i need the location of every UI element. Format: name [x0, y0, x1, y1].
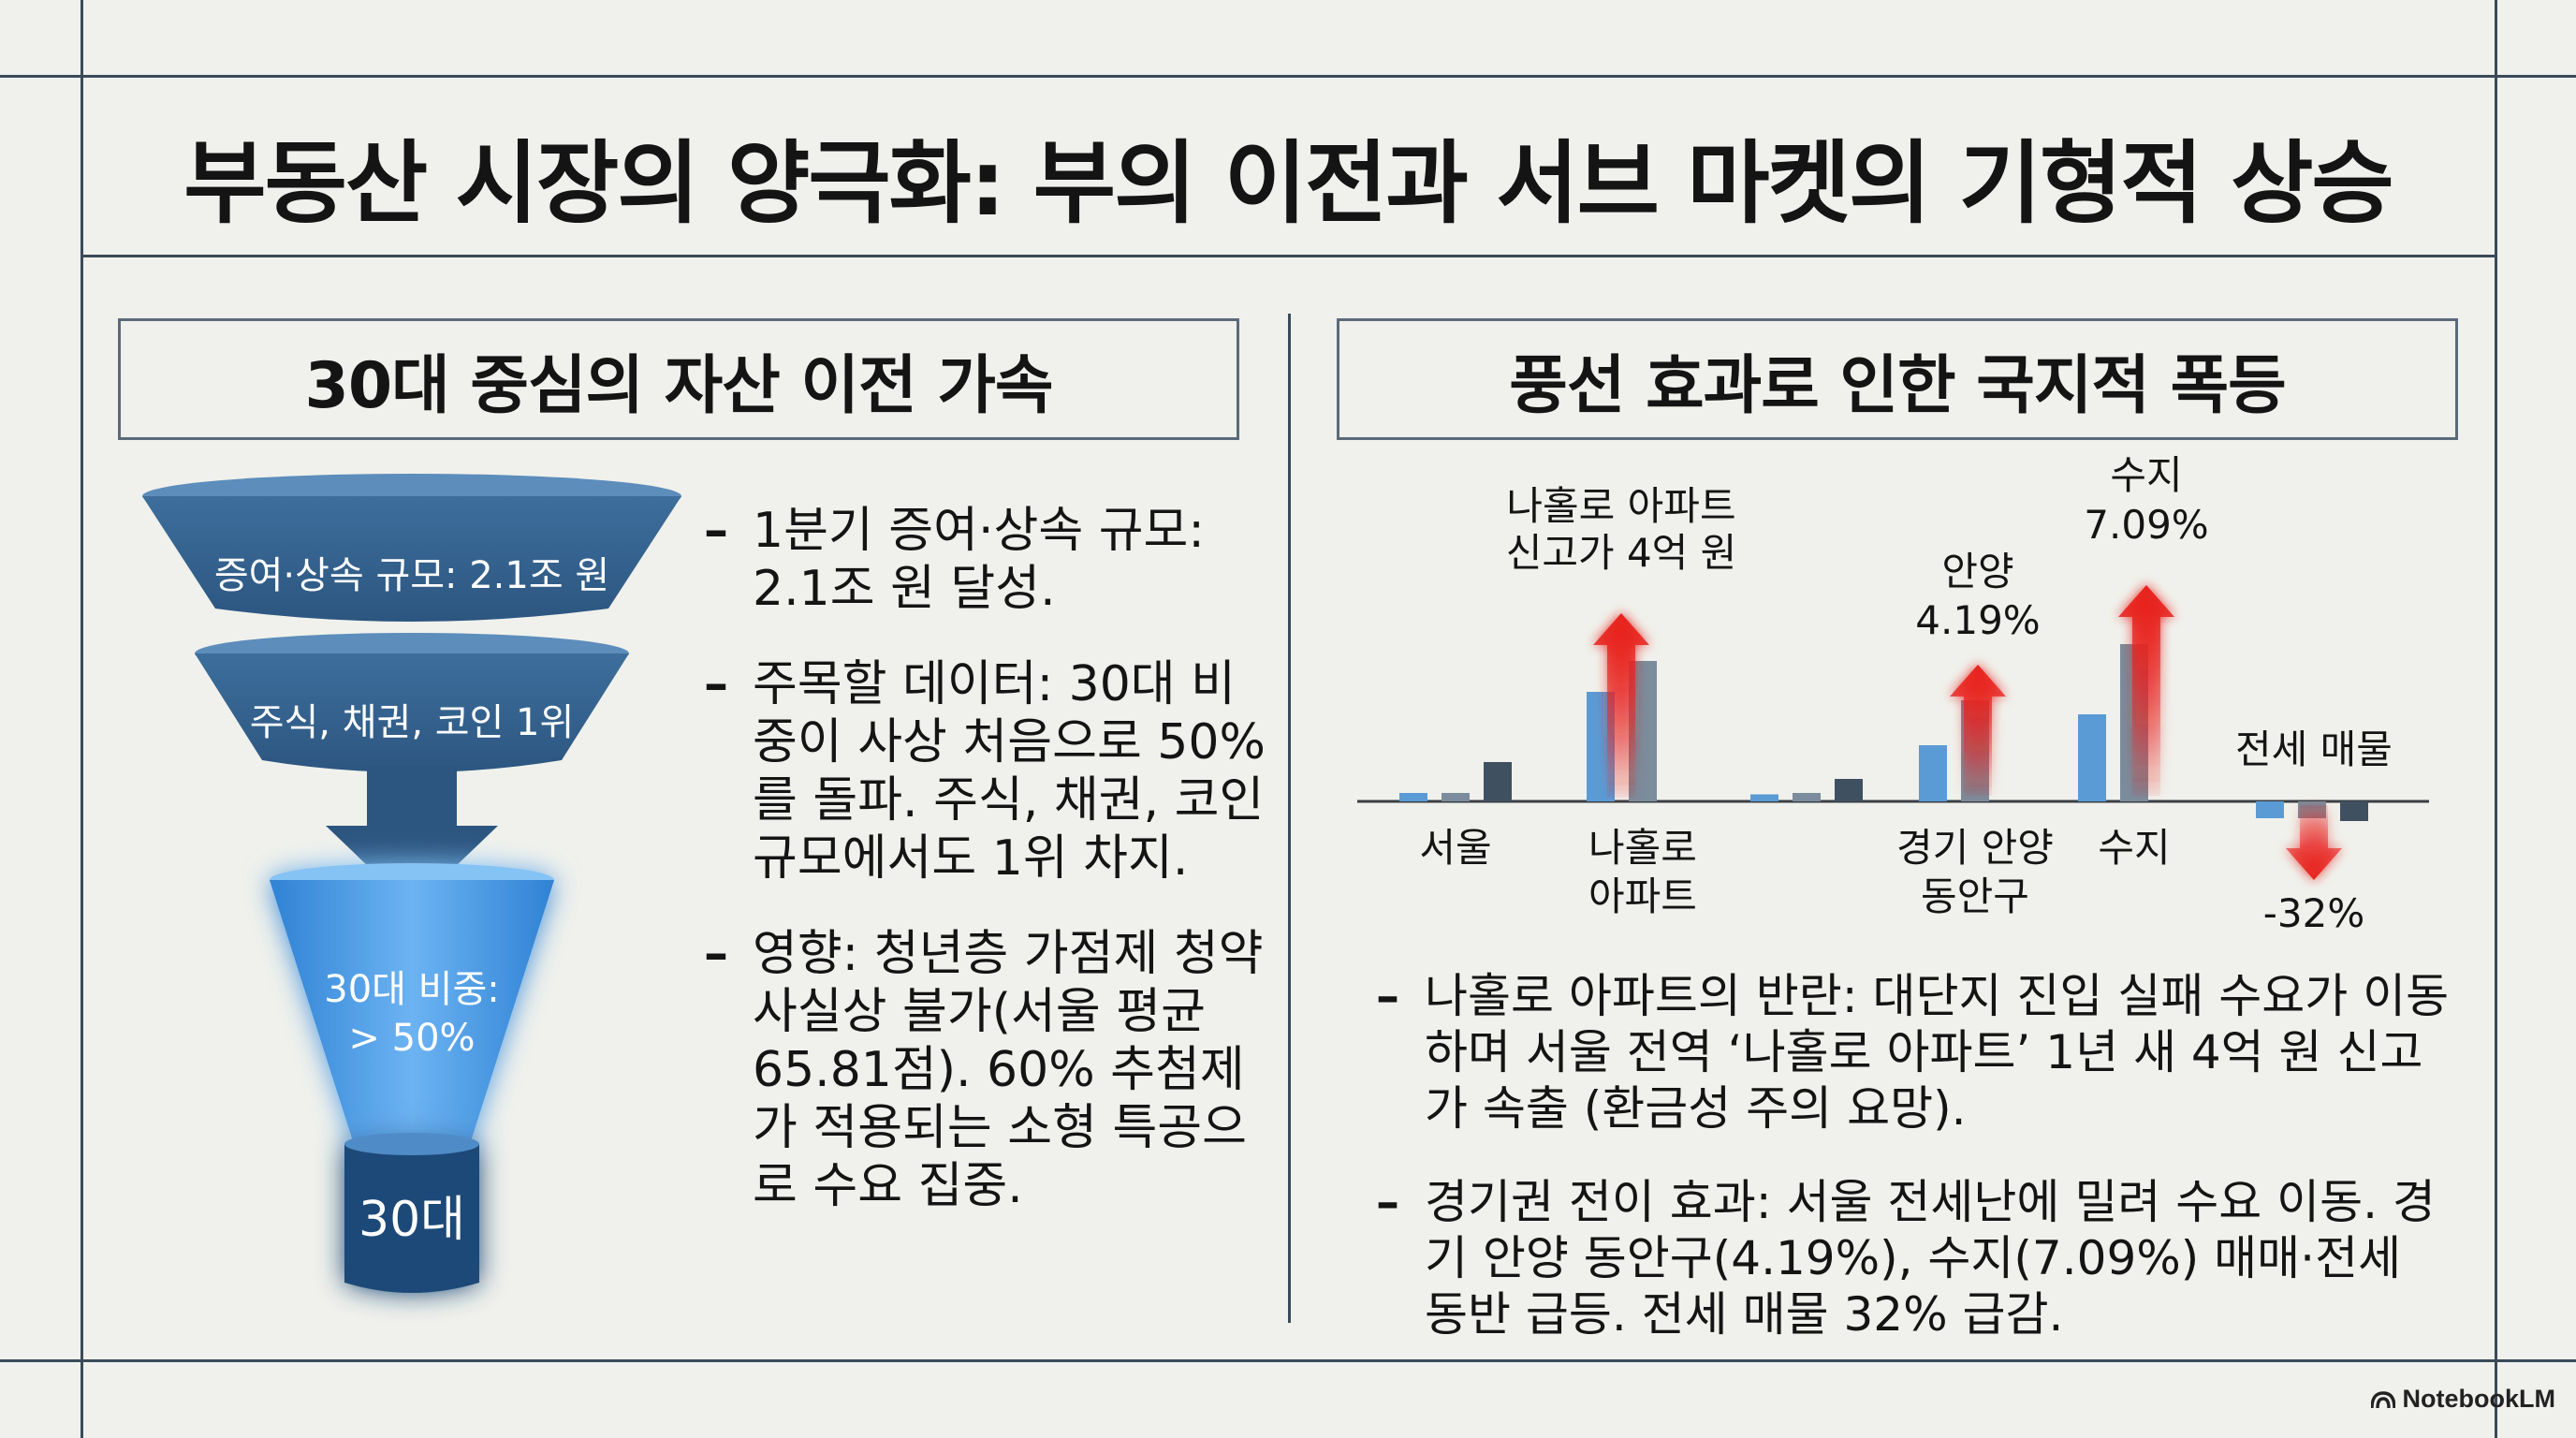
funnel-layer-2: 주식, 채권, 코인 1위: [195, 633, 629, 772]
funnel-down-arrow-icon: [326, 766, 498, 908]
chart-category-label: 아파트: [1588, 873, 1697, 919]
right-bullet-list: 나홀로 아파트의 반란: 대단지 진입 실패 수요가 이동하며 서울 전역 ‘나…: [1376, 968, 2452, 1380]
chart-bar: [2256, 801, 2284, 818]
left-bullet-item: 주목할 데이터: 30대 비중이 사상 처음으로 50%를 돌파. 주식, 채권…: [704, 655, 1277, 888]
chart-bar: [1750, 794, 1778, 801]
chart-category-label: 경기 안양: [1896, 825, 2054, 871]
brand-label: NotebookLM: [2402, 1385, 2555, 1413]
chart-category-label: 나홀로: [1588, 825, 1697, 871]
left-bullet-item: 영향: 청년층 가점제 청약 사실상 불가(서울 평균 65.81점). 60%…: [704, 925, 1277, 1215]
frame-left-rule: [80, 0, 83, 1438]
page-title: 부동산 시장의 양극화: 부의 이전과 서브 마켓의 기형적 상승: [183, 130, 2393, 236]
chart-bar: [1793, 793, 1821, 801]
chart-category-label: 서울: [1419, 825, 1491, 871]
left-panel-heading: 30대 중심의 자산 이전 가속: [118, 318, 1239, 440]
chart-up-arrow-icon: [2118, 585, 2174, 796]
chart-annotation-label: 7.09%: [2084, 502, 2208, 548]
chart-annotation-label: 4.19%: [1915, 597, 2040, 643]
left-bullet-item: 1분기 증여·상속 규모: 2.1조 원 달성.: [704, 502, 1277, 618]
chart-bar: [1484, 762, 1512, 801]
chart-down-arrow-icon: [2286, 805, 2342, 880]
chart-annotation-value: -32%: [2263, 890, 2365, 936]
frame-bottom-rule: [0, 1359, 2576, 1362]
notebooklm-logo-icon: [2370, 1390, 2395, 1408]
chart-annotation-label: 안양: [1941, 549, 2013, 594]
chart-bar: [2340, 801, 2368, 821]
frame-right-rule: [2495, 0, 2497, 1438]
chart-up-arrow-icon: [1593, 613, 1649, 798]
funnel-layer-2-label: 주식, 채권, 코인 1위: [250, 701, 575, 744]
frame-title-rule: [82, 255, 2497, 257]
funnel-layer-3-label-line2: > 50%: [348, 1017, 475, 1060]
funnel-layer-3-label-line1: 30대 비중:: [324, 968, 500, 1011]
left-bullet-list: 1분기 증여·상속 규모: 2.1조 원 달성. 주목할 데이터: 30대 비중…: [704, 502, 1277, 1253]
chart-category-label: 동안구: [1921, 873, 2029, 919]
chart-annotation-label: 전세 매물: [2235, 726, 2393, 772]
chart-category-label: 수지: [2098, 825, 2170, 871]
right-panel-heading: 풍선 효과로 인한 국지적 폭등: [1337, 318, 2458, 440]
funnel-base-label: 30대: [359, 1192, 465, 1248]
right-bullet-item: 경기권 전이 효과: 서울 전세난에 밀려 수요 이동. 경기 안양 동안구(4…: [1376, 1174, 2452, 1343]
right-bullet-item: 나홀로 아파트의 반란: 대단지 진입 실패 수요가 이동하며 서울 전역 ‘나…: [1376, 968, 2452, 1137]
asset-transfer-funnel: 증여·상속 규모: 2.1조 원 주식, 채권, 코인 1위 30대 비중: >…: [142, 474, 681, 1293]
chart-bar: [2078, 714, 2106, 801]
chart-bar: [1835, 779, 1863, 801]
funnel-layer-3: [270, 863, 554, 1144]
funnel-layer-1-label: 증여·상속 규모: 2.1조 원: [214, 554, 609, 597]
chart-up-arrow-icon: [1950, 665, 2006, 796]
chart-bar: [1442, 793, 1470, 801]
chart-annotation-label: 신고가 4억 원: [1506, 530, 1737, 576]
chart-bar: [1399, 793, 1427, 801]
funnel-base: [344, 1133, 479, 1293]
chart-annotation-label: 나홀로 아파트: [1506, 483, 1735, 529]
funnel-layer-1: 증여·상속 규모: 2.1조 원: [142, 474, 681, 622]
chart-annotation-label: 수지: [2110, 452, 2182, 498]
chart-bar: [1919, 745, 1947, 801]
notebooklm-brand: NotebookLM: [2370, 1385, 2555, 1414]
column-divider: [1288, 314, 1291, 1323]
frame-top-rule: [0, 75, 2576, 78]
